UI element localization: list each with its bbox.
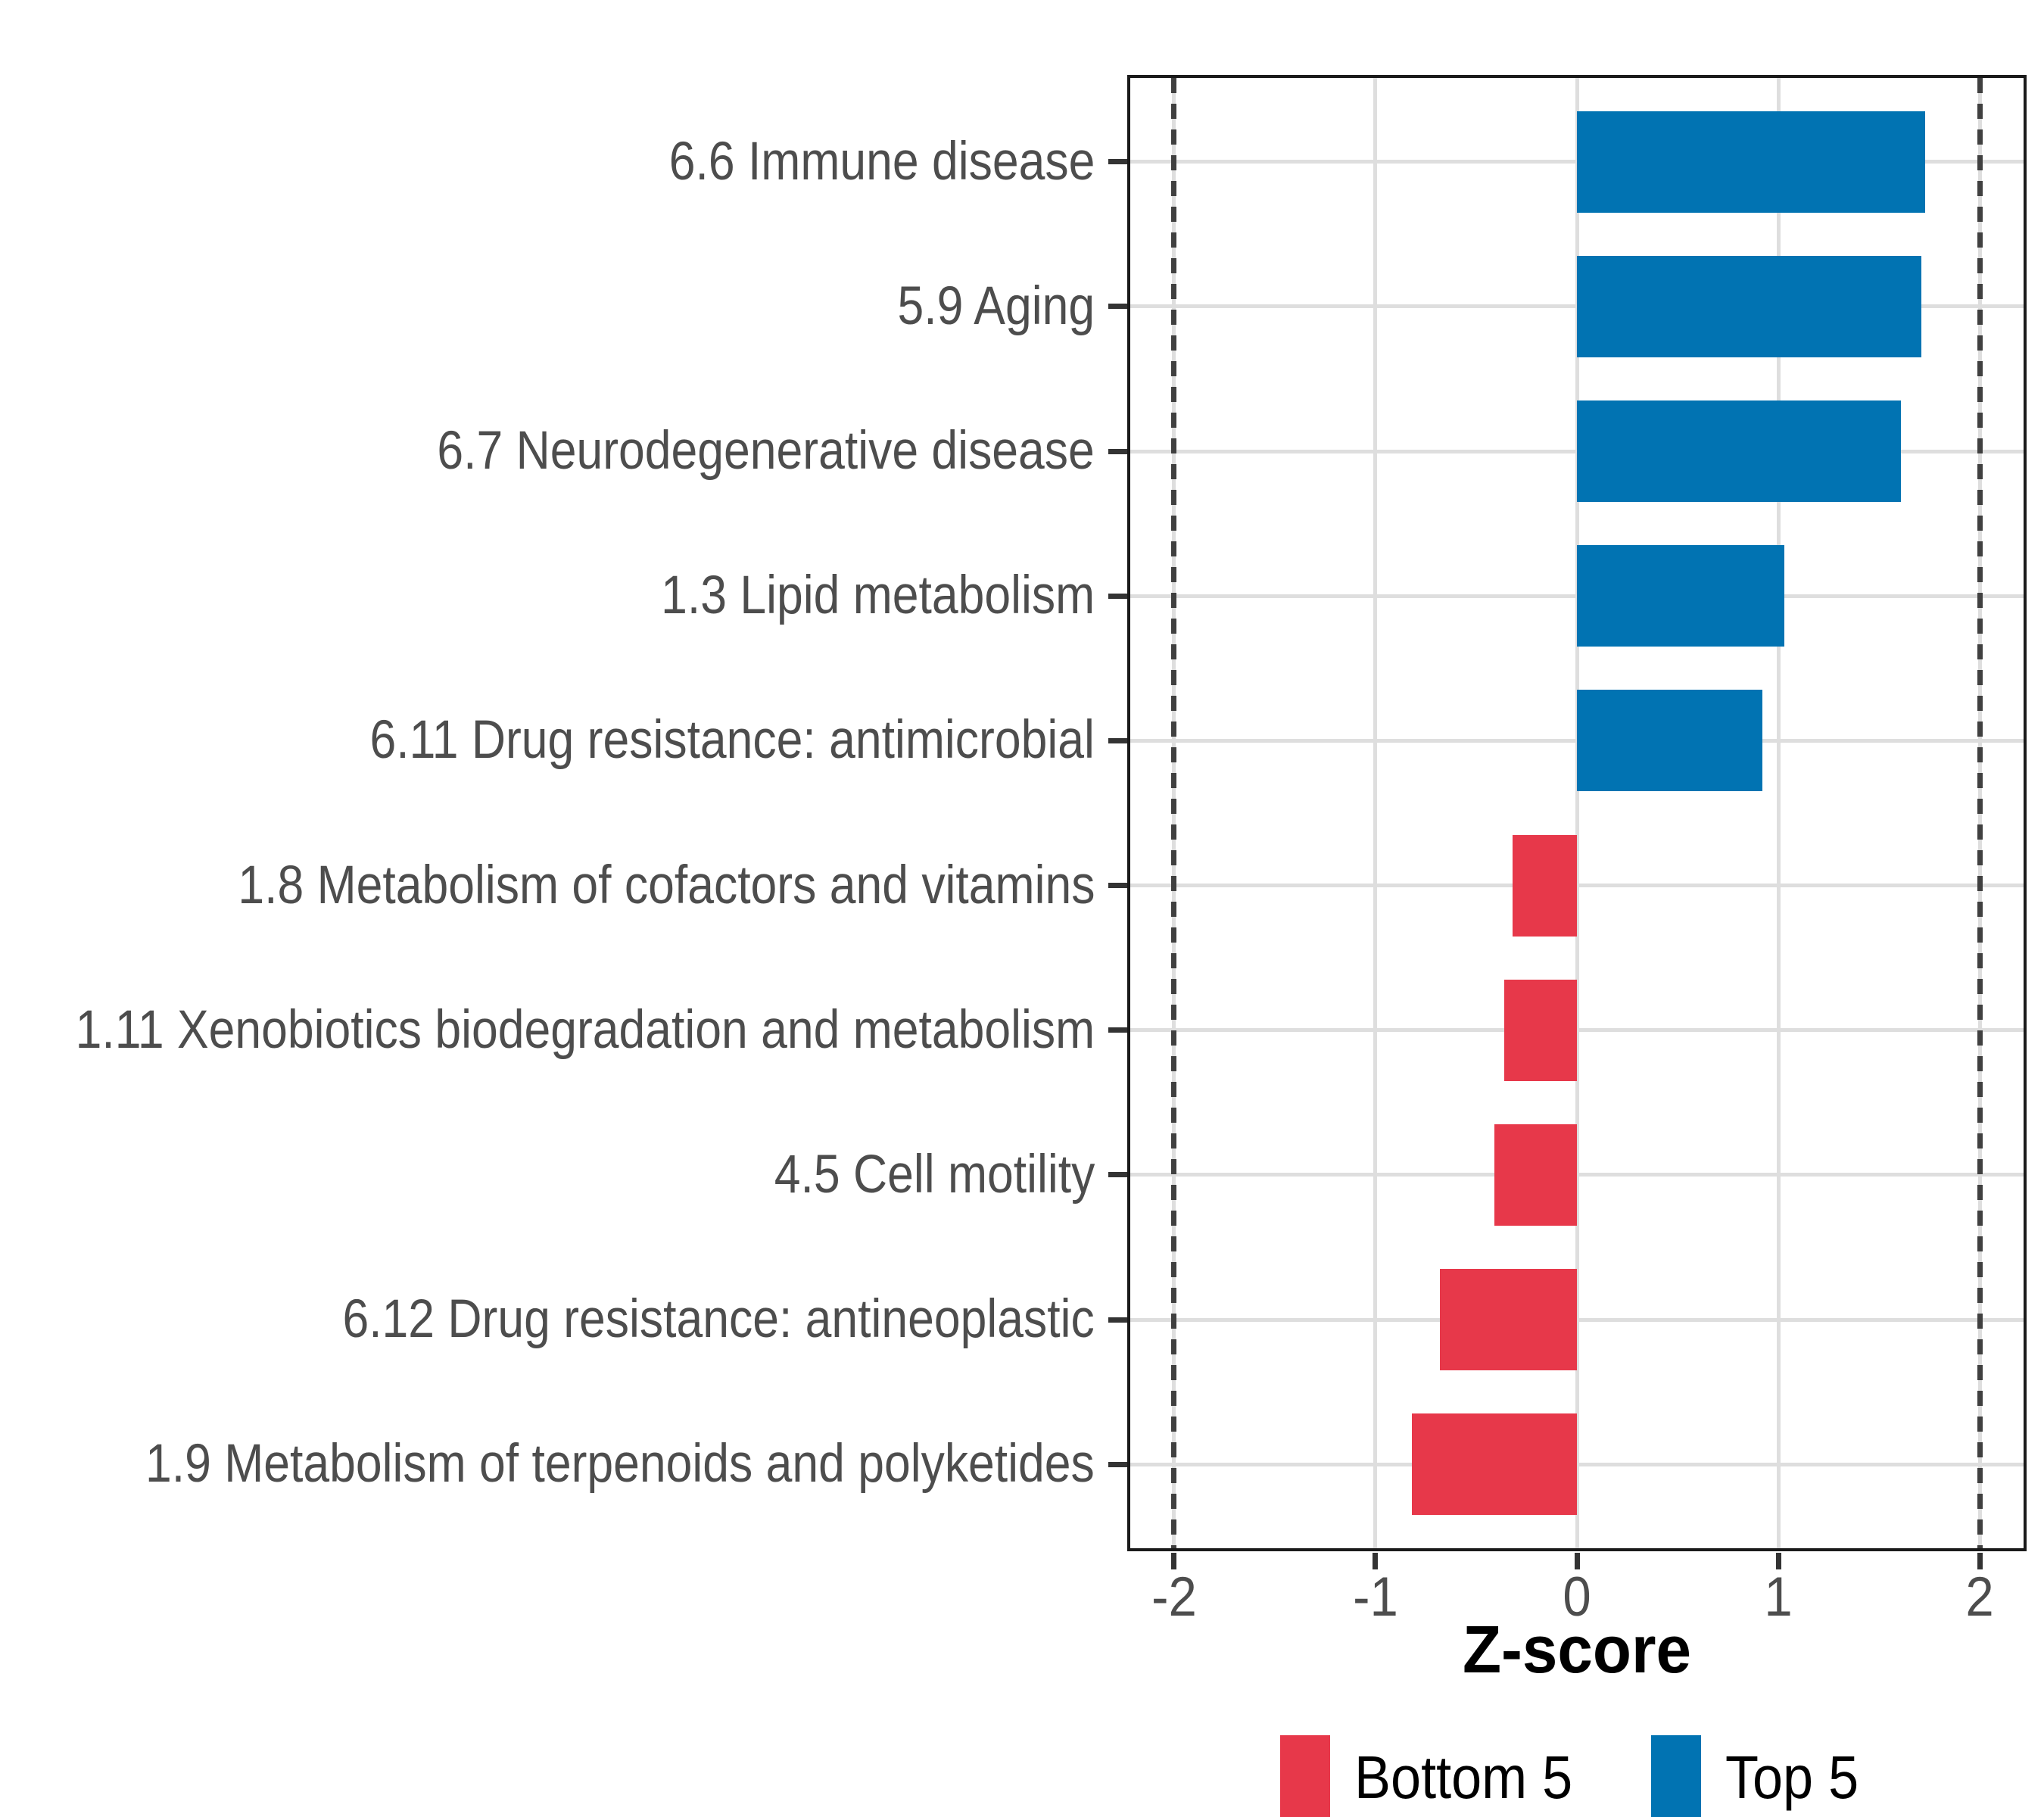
x-tick-label: 1 (1764, 1566, 1793, 1628)
legend-item-top5: Top 5 (1651, 1734, 1874, 1817)
legend-swatch-bottom5 (1280, 1734, 1331, 1817)
bar (1512, 834, 1577, 937)
legend-swatch-top5 (1651, 1734, 1702, 1817)
bar (1440, 1269, 1577, 1371)
bar (1577, 400, 1902, 503)
x-tick-label: 0 (1563, 1566, 1591, 1628)
y-tick-mark (1108, 737, 1127, 743)
legend-label-top5: Top 5 (1725, 1743, 1859, 1811)
y-axis-label: 1.9 Metabolism of terpenoids and polyket… (145, 1434, 1095, 1494)
y-tick-mark (1108, 593, 1127, 599)
x-tick-label: -2 (1151, 1566, 1197, 1628)
y-axis-label: 6.11 Drug resistance: antimicrobial (369, 710, 1095, 771)
y-axis-label: 6.7 Neurodegenerative disease (437, 421, 1095, 482)
y-tick-mark (1108, 304, 1127, 310)
y-axis-label: 6.12 Drug resistance: antineoplastic (342, 1289, 1095, 1350)
y-axis-label: 1.8 Metabolism of cofactors and vitamins (237, 855, 1095, 915)
vertical-gridline (1575, 78, 1579, 1548)
y-axis-label: 1.11 Xenobiotics biodegradation and meta… (75, 999, 1095, 1060)
y-tick-mark (1108, 1027, 1127, 1033)
vertical-gridline (1776, 78, 1781, 1548)
y-axis-label: 6.6 Immune disease (668, 131, 1095, 192)
x-tick-mark (1574, 1553, 1580, 1569)
y-tick-mark (1108, 1172, 1127, 1178)
x-tick-label: 2 (1965, 1566, 1994, 1628)
plot-panel (1127, 75, 2027, 1551)
x-tick-mark (1373, 1553, 1379, 1569)
x-tick-mark (1171, 1553, 1177, 1569)
bar (1504, 979, 1577, 1081)
bar (1577, 690, 1762, 792)
x-tick-mark (1775, 1553, 1781, 1569)
bar (1577, 545, 1784, 647)
legend-label-bottom5: Bottom 5 (1354, 1743, 1573, 1811)
y-tick-mark (1108, 883, 1127, 889)
y-tick-mark (1108, 448, 1127, 454)
bar (1494, 1124, 1577, 1226)
dashed-reference-line (1977, 78, 1983, 1548)
y-tick-mark (1108, 159, 1127, 165)
legend: Bottom 5 Top 5 (1127, 1734, 2027, 1817)
x-tick-mark (1977, 1553, 1983, 1569)
dashed-reference-line (1171, 78, 1177, 1548)
x-axis-title: Z-score (1462, 1612, 1691, 1687)
y-tick-mark (1108, 1317, 1127, 1323)
x-tick-label: -1 (1353, 1566, 1398, 1628)
y-axis-label: 1.3 Lipid metabolism (660, 566, 1095, 626)
bar (1411, 1413, 1577, 1516)
bar (1577, 111, 1926, 213)
vertical-gridline (1373, 78, 1378, 1548)
y-axis-label: 5.9 Aging (897, 276, 1095, 336)
y-axis-label: 4.5 Cell motility (774, 1144, 1095, 1205)
y-tick-mark (1108, 1461, 1127, 1467)
legend-item-bottom5: Bottom 5 (1280, 1734, 1597, 1817)
bar (1577, 255, 1921, 357)
